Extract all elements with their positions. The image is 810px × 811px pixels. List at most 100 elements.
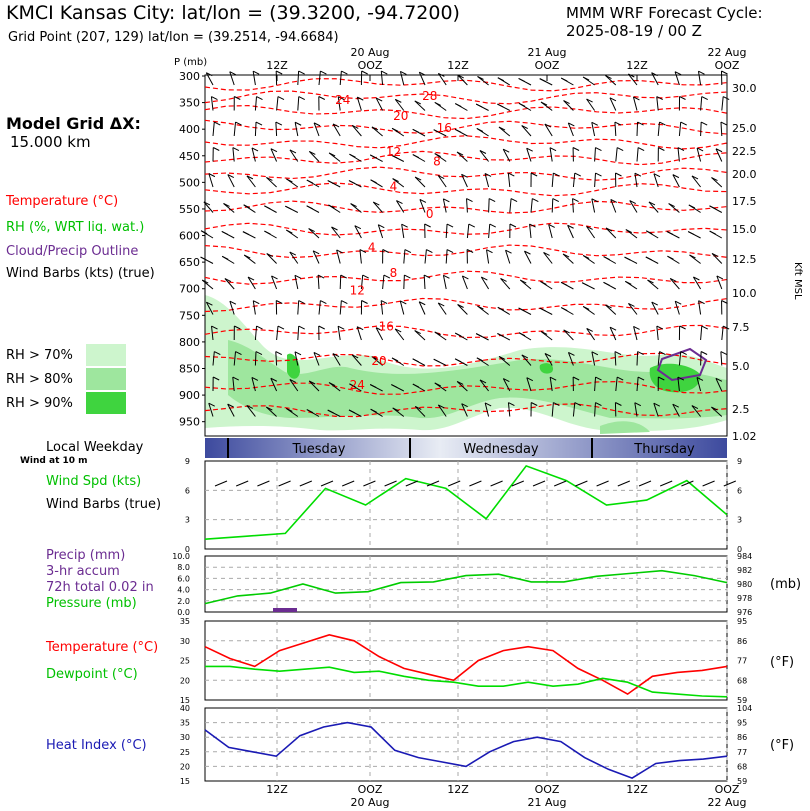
- wind-barb-flag: [433, 129, 440, 134]
- wind-barb-shaft: [205, 301, 214, 315]
- wind-barb-shaft: [507, 402, 511, 417]
- cloud-outline: [656, 347, 708, 382]
- wind-barb-flag: [446, 249, 454, 253]
- wind-barb-flag: [651, 72, 658, 77]
- wind-barb-flag: [424, 223, 431, 228]
- wind-barb-flag: [672, 403, 679, 408]
- wind-barb-shaft: [529, 224, 532, 239]
- wind-barb-flag: [277, 325, 285, 330]
- isotherm-label-4: 12: [386, 145, 401, 159]
- surface-wind-barb: [638, 480, 652, 487]
- wind-barb-flag: [336, 249, 343, 254]
- wind-barb-flag: [294, 274, 302, 279]
- isotherm-label-8: 4: [368, 240, 376, 254]
- wind-panel-frame: [204, 460, 728, 550]
- wind-barb-flag: [392, 178, 399, 183]
- wind-panel-rtick-3: 9: [737, 457, 742, 466]
- wind-barb-shaft: [500, 278, 511, 290]
- wind-barb-shaft: [371, 126, 383, 137]
- wind-barb-flag: [503, 378, 510, 383]
- wind-barb-shaft: [354, 225, 362, 239]
- wind-barb-shaft: [461, 275, 468, 290]
- legend-rh90-label: RH > 90%: [6, 396, 73, 411]
- wind-barb-flag: [628, 73, 635, 78]
- wind-barb-shaft: [337, 96, 341, 111]
- wind-barb-flag: [666, 231, 674, 235]
- wind-barb-flag: [502, 148, 510, 153]
- forecast-cycle-label: MMM WRF Forecast Cycle:: [566, 4, 763, 22]
- wind-barb-flag: [275, 351, 282, 355]
- wind-barb-flag: [488, 198, 496, 202]
- wind-barb-flag: [674, 300, 682, 305]
- surface-wind-barb: [320, 480, 334, 487]
- wind-barb-shaft: [711, 253, 723, 264]
- wind-barb-shaft: [418, 71, 426, 86]
- wind-barb-flag: [235, 121, 242, 126]
- wind-barb-flag: [434, 382, 441, 387]
- wind-barb-shaft: [567, 352, 574, 366]
- wind-barb-shaft: [605, 227, 617, 239]
- wind-barb-flag: [349, 153, 356, 158]
- wind-barb-shaft: [562, 253, 574, 264]
- height-tick-5: 15.0: [732, 223, 757, 236]
- height-tick-7: 10.0: [732, 287, 757, 300]
- wind-barb-shaft: [318, 300, 321, 315]
- precip-total-label: 72h total 0.02 in: [46, 580, 154, 595]
- wind-barb-flag: [252, 70, 260, 75]
- wind-barb-flag: [270, 148, 278, 153]
- wind-barb-shaft: [212, 351, 215, 366]
- wind-barb-flag: [266, 253, 273, 257]
- wind-barb-shaft: [229, 71, 235, 86]
- wind-barb-shaft: [505, 250, 511, 264]
- pressure-tick-12: 900: [179, 389, 200, 402]
- wind-barb-shaft: [586, 328, 596, 341]
- surface-wind-barb: [405, 480, 418, 487]
- wind-barb-shaft: [403, 274, 405, 290]
- wind-barb-flag: [320, 70, 327, 75]
- wind-barb-shaft: [461, 403, 468, 417]
- wind-barb-flag: [625, 229, 633, 233]
- heat-panel-rtick-4: 95: [737, 719, 747, 728]
- wind-barb-shaft: [308, 380, 320, 392]
- wind-barb-flag: [443, 274, 450, 279]
- precip-panel-ytick-4: 8.0: [177, 563, 190, 572]
- wind-barb-flag: [203, 201, 211, 206]
- wind-barb-shaft: [247, 276, 256, 290]
- wind-barb-flag: [275, 70, 283, 75]
- wind-barb-shaft: [700, 96, 703, 111]
- wind-barb-flag: [560, 281, 568, 286]
- wind-barb-flag: [415, 405, 422, 410]
- wind-barb-flag: [530, 172, 538, 177]
- wind-barb-shaft: [297, 70, 300, 86]
- wind-barb-flag: [348, 180, 356, 184]
- temp-panel-ytick-0: 15: [180, 696, 190, 705]
- temp-panel-ytick-3: 30: [180, 637, 190, 646]
- wind-barb-flag: [637, 351, 644, 355]
- wind-barb-shaft: [414, 176, 426, 188]
- wind-barb-shaft: [502, 378, 511, 392]
- legend-cloud: Cloud/Precip Outline: [6, 244, 139, 259]
- wind-barb-flag: [382, 249, 389, 253]
- wind-barb-flag: [289, 379, 297, 383]
- heat-panel-rtick-2: 77: [737, 748, 747, 757]
- temp-panel-rtick-0: 59: [737, 696, 747, 705]
- wind-barb-flag: [651, 301, 658, 306]
- wind-barb-shaft: [375, 97, 384, 111]
- wind-barb-flag: [518, 78, 525, 82]
- wind-barb-flag: [689, 254, 696, 259]
- model-grid-value: 15.000 km: [10, 133, 91, 151]
- wind-barb-shaft: [313, 352, 320, 366]
- wind-barb-shaft: [437, 73, 447, 86]
- wind-barb-flag: [418, 301, 426, 306]
- wind-barb-shaft: [651, 301, 659, 315]
- wind-barb-flag: [549, 147, 557, 152]
- wind-barb-flag: [595, 147, 602, 151]
- wind-barb-flag: [595, 172, 602, 177]
- dewpoint-label: Dewpoint (°C): [46, 667, 138, 682]
- wind-barb-flag: [479, 379, 487, 384]
- wind-barb-shaft: [399, 71, 405, 86]
- wind-barb-shaft: [414, 406, 426, 417]
- bottom-date-label-2: 22 Aug: [708, 796, 747, 809]
- wind-barb-flag: [532, 198, 539, 203]
- wind-barb-flag: [668, 203, 675, 207]
